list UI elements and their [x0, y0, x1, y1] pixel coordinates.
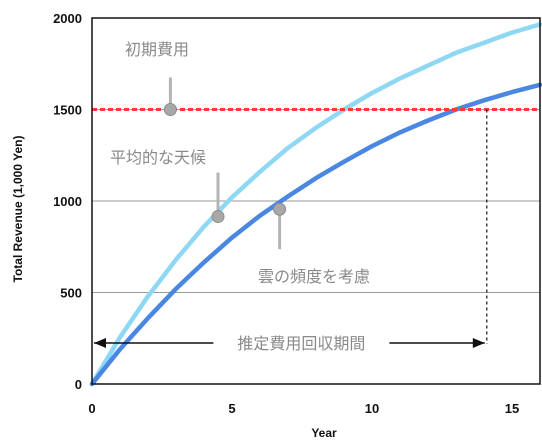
- marker-dot-average_weather: [211, 210, 225, 224]
- y-tick-1500: 1500: [53, 103, 82, 118]
- marker-dot-initial_cost: [163, 103, 177, 116]
- y-tick-0: 0: [75, 377, 82, 392]
- series-line-2: [89, 82, 542, 387]
- y-tick-1000: 1000: [53, 194, 82, 209]
- tick-labels: 0 5 10 15 0 500 1000 1500 2000: [53, 11, 519, 416]
- axes-group: [91, 17, 541, 385]
- annotation-initial-cost: 初期費用: [125, 40, 189, 59]
- y-tick-500: 500: [60, 286, 82, 301]
- series-line-1: [89, 22, 542, 387]
- grid-lines: [92, 109, 540, 293]
- x-axis-label: Year: [311, 426, 337, 440]
- marker-dot-cloudy_frequency: [273, 202, 287, 216]
- annotation-payback-period: 推定費用回収期間: [237, 334, 365, 353]
- payback-arrowhead-left: [94, 338, 106, 348]
- annotation-average-weather: 平均的な天候: [110, 148, 206, 167]
- plot-frame: [91, 17, 541, 385]
- y-axis-label: Total Revenue (1,000 Yen): [11, 136, 25, 283]
- annotation-cloudy-frequency: 雲の頻度を考慮: [258, 267, 370, 286]
- x-tick-15: 15: [505, 401, 519, 416]
- x-tick-5: 5: [228, 401, 235, 416]
- x-tick-0: 0: [88, 401, 95, 416]
- series-group: [89, 22, 542, 387]
- y-tick-2000: 2000: [53, 11, 82, 26]
- x-tick-10: 10: [365, 401, 379, 416]
- payback-arrowhead-right: [472, 338, 485, 348]
